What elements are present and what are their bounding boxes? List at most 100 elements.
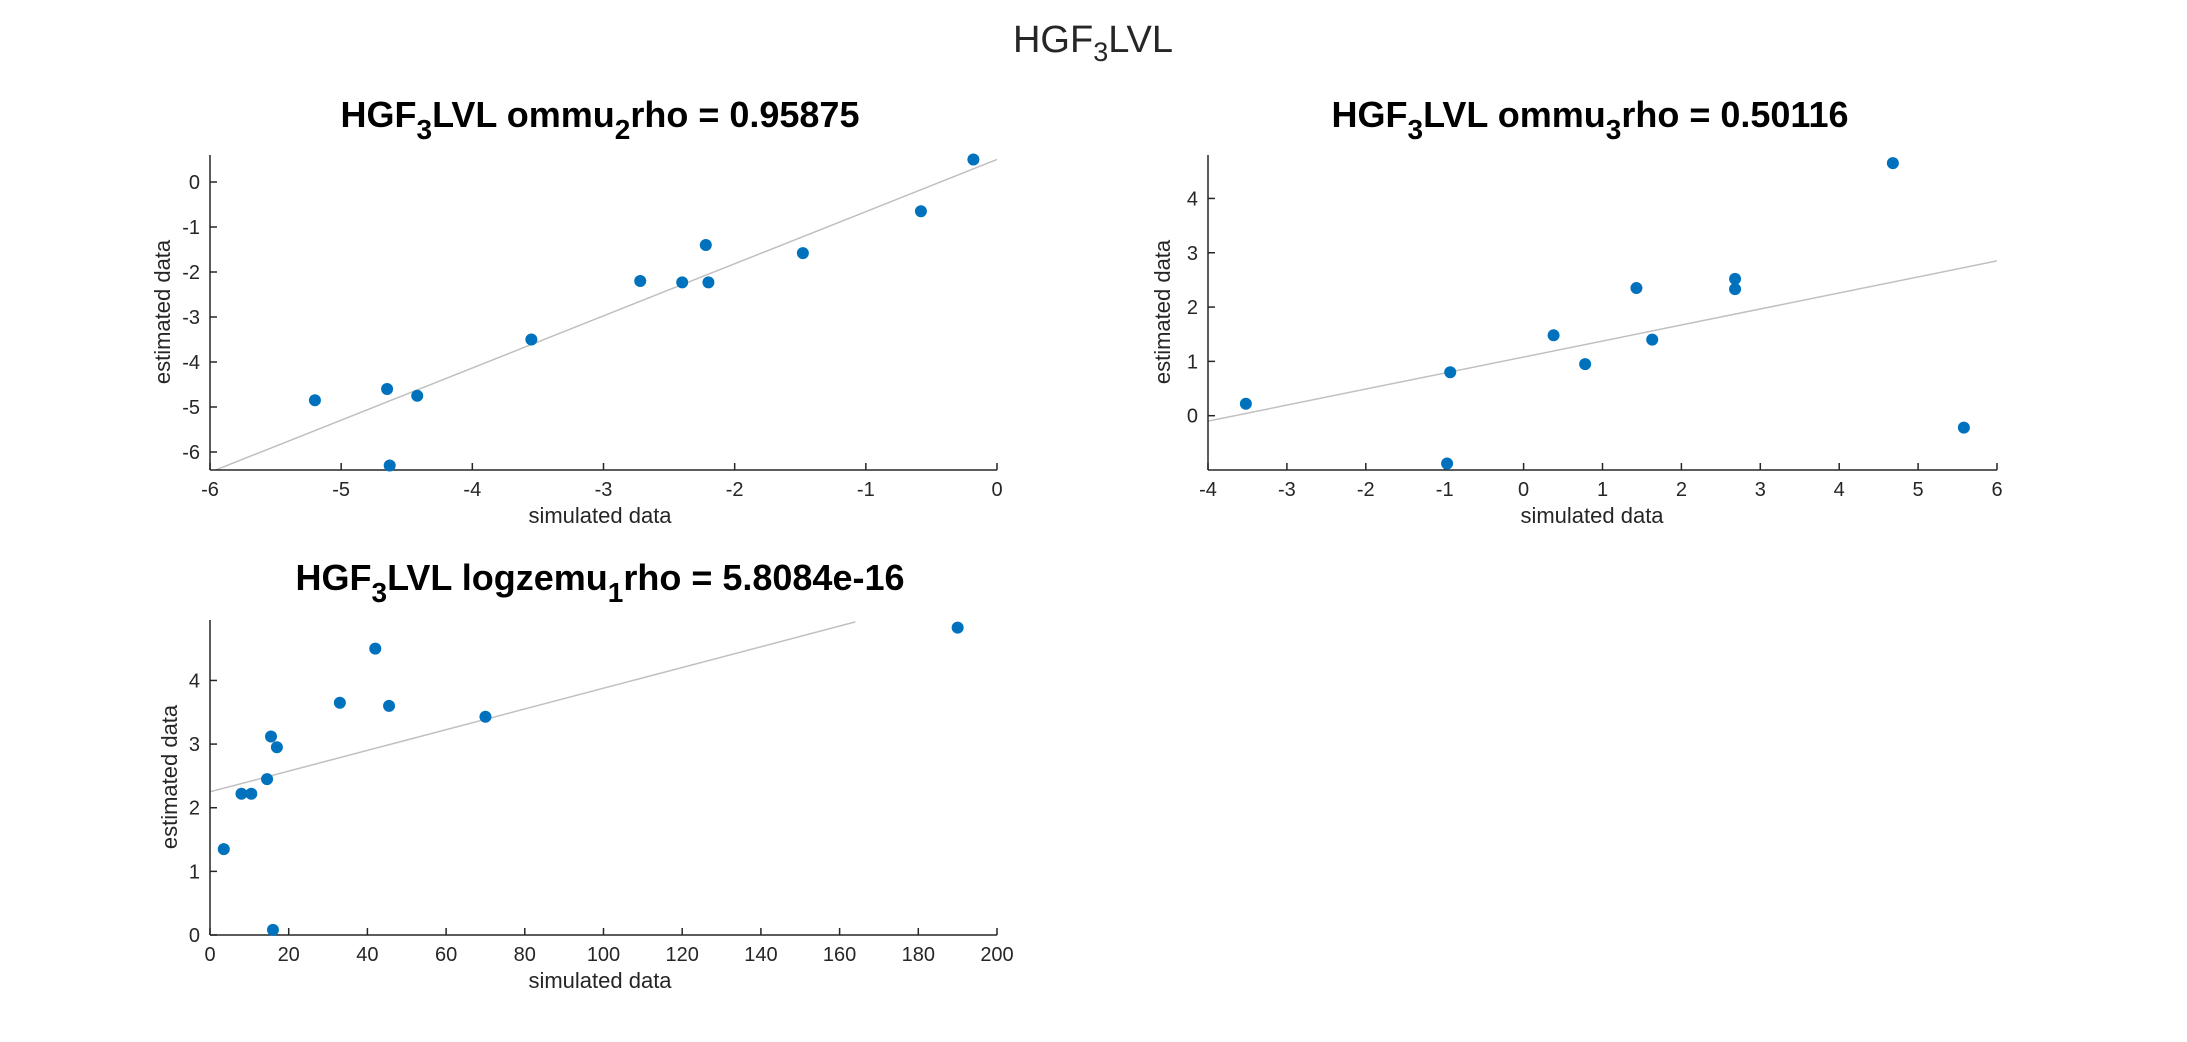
y-axis-label: estimated data bbox=[1150, 239, 1175, 384]
y-tick-label: -1 bbox=[182, 217, 200, 239]
fit-line bbox=[1208, 260, 1997, 422]
x-tick-label: 20 bbox=[278, 944, 300, 966]
y-tick-label: 3 bbox=[1187, 243, 1198, 265]
y-tick-label: 0 bbox=[1187, 406, 1198, 428]
x-axis-label: simulated data bbox=[1520, 503, 1664, 528]
x-tick-label: -3 bbox=[1278, 479, 1296, 501]
data-point bbox=[266, 923, 279, 936]
y-tick-label: 4 bbox=[1187, 188, 1198, 210]
data-point bbox=[967, 153, 980, 166]
data-point bbox=[1547, 329, 1560, 342]
y-tick-label: 2 bbox=[1187, 297, 1198, 319]
data-point bbox=[235, 787, 248, 800]
x-tick-label: 200 bbox=[980, 944, 1013, 966]
data-point bbox=[1444, 366, 1457, 379]
title-sub2: 2 bbox=[615, 114, 631, 145]
data-point bbox=[383, 699, 396, 712]
data-point bbox=[702, 276, 715, 289]
x-tick-label: 1 bbox=[1597, 479, 1608, 501]
x-tick-label: 3 bbox=[1755, 479, 1766, 501]
title-sub1: 3 bbox=[371, 577, 387, 608]
title-part2: LVL ommu bbox=[1423, 94, 1606, 135]
x-tick-label: 6 bbox=[1991, 479, 2002, 501]
data-point bbox=[308, 394, 321, 407]
data-point bbox=[369, 642, 382, 655]
x-axis-label: simulated data bbox=[528, 503, 672, 528]
data-point bbox=[245, 787, 258, 800]
data-point bbox=[914, 205, 927, 218]
data-point bbox=[1957, 421, 1970, 434]
y-tick-label: -5 bbox=[182, 397, 200, 419]
y-tick-label: -6 bbox=[182, 442, 200, 464]
data-point bbox=[1729, 283, 1742, 296]
x-tick-label: -4 bbox=[463, 479, 481, 501]
data-point bbox=[634, 275, 647, 287]
data-point bbox=[1729, 272, 1742, 285]
title-sub1: 3 bbox=[417, 114, 433, 145]
data-point bbox=[525, 333, 538, 346]
x-tick-label: 40 bbox=[356, 944, 378, 966]
x-tick-label: 180 bbox=[902, 944, 935, 966]
y-tick-label: 1 bbox=[1187, 351, 1198, 373]
title-part3: rho = 5.8084e-16 bbox=[623, 557, 904, 598]
title-sub2: 3 bbox=[1606, 114, 1622, 145]
data-point bbox=[264, 730, 277, 743]
x-tick-label: -4 bbox=[1199, 479, 1217, 501]
axes: -4 -3 -2 -1 0 1 2 3 4 5 6 0 1 2 3 4 bbox=[1187, 155, 2003, 501]
title-part3: rho = 0.50116 bbox=[1621, 94, 1848, 135]
y-axis-label: estimated data bbox=[157, 704, 182, 849]
x-tick-label: 60 bbox=[435, 944, 457, 966]
figure-title-sub: 3 bbox=[1093, 37, 1108, 67]
title-part1: HGF bbox=[1332, 94, 1408, 135]
figure-title: HGF3LVL bbox=[1013, 19, 1173, 67]
title-part1: HGF bbox=[341, 94, 417, 135]
data-point bbox=[676, 276, 689, 289]
data-point bbox=[1886, 157, 1899, 170]
y-tick-label: -4 bbox=[182, 352, 200, 374]
y-tick-label: 4 bbox=[189, 670, 200, 692]
data-point bbox=[1646, 333, 1659, 346]
y-tick-label: 2 bbox=[189, 798, 200, 820]
y-tick-label: -3 bbox=[182, 307, 200, 329]
y-tick-label: 0 bbox=[189, 925, 200, 947]
x-tick-label: 5 bbox=[1913, 479, 1924, 501]
title-sub2: 1 bbox=[608, 577, 624, 608]
x-tick-label: 100 bbox=[587, 944, 620, 966]
data-point bbox=[1441, 457, 1454, 470]
title-part2: LVL ommu bbox=[432, 94, 615, 135]
title-part1: HGF bbox=[295, 557, 371, 598]
subplot-title: HGF3LVL ommu3rho = 0.50116 bbox=[1332, 94, 1849, 145]
x-tick-label: 0 bbox=[1518, 479, 1529, 501]
x-tick-label: -2 bbox=[1357, 479, 1375, 501]
data-point bbox=[699, 239, 712, 251]
subplot-ommu3: HGF3LVL ommu3rho = 0.50116 -4 -3 -2 -1 0 1 2 3 4… bbox=[1150, 94, 2003, 528]
title-part2: LVL logzemu bbox=[387, 557, 608, 598]
y-tick-label: 1 bbox=[189, 861, 200, 883]
data-point bbox=[261, 773, 274, 786]
title-sub1: 3 bbox=[1408, 114, 1424, 145]
y-tick-label: 3 bbox=[189, 734, 200, 756]
data-point bbox=[1239, 397, 1252, 410]
data-point bbox=[381, 383, 394, 395]
data-point bbox=[270, 741, 283, 754]
x-tick-label: 0 bbox=[991, 479, 1002, 501]
x-tick-label: -2 bbox=[726, 479, 744, 501]
x-tick-label: 2 bbox=[1676, 479, 1687, 501]
data-point bbox=[411, 389, 424, 402]
x-tick-label: -1 bbox=[1436, 479, 1454, 501]
x-tick-label: 4 bbox=[1834, 479, 1845, 501]
data-point bbox=[217, 843, 230, 856]
y-tick-label: 0 bbox=[189, 172, 200, 194]
data-point bbox=[951, 621, 964, 634]
x-tick-label: 0 bbox=[204, 944, 215, 966]
fit-line bbox=[213, 158, 997, 470]
data-point bbox=[333, 696, 346, 709]
x-tick-label: 120 bbox=[666, 944, 699, 966]
axes: -6 -5 -4 -3 -2 -1 0 -6 -5 -4 -3 -2 -1 0 bbox=[182, 153, 1003, 501]
x-tick-label: 80 bbox=[514, 944, 536, 966]
x-tick-label: 160 bbox=[823, 944, 856, 966]
x-tick-label: -6 bbox=[201, 479, 219, 501]
fit-line bbox=[210, 621, 856, 793]
x-tick-label: -3 bbox=[595, 479, 613, 501]
